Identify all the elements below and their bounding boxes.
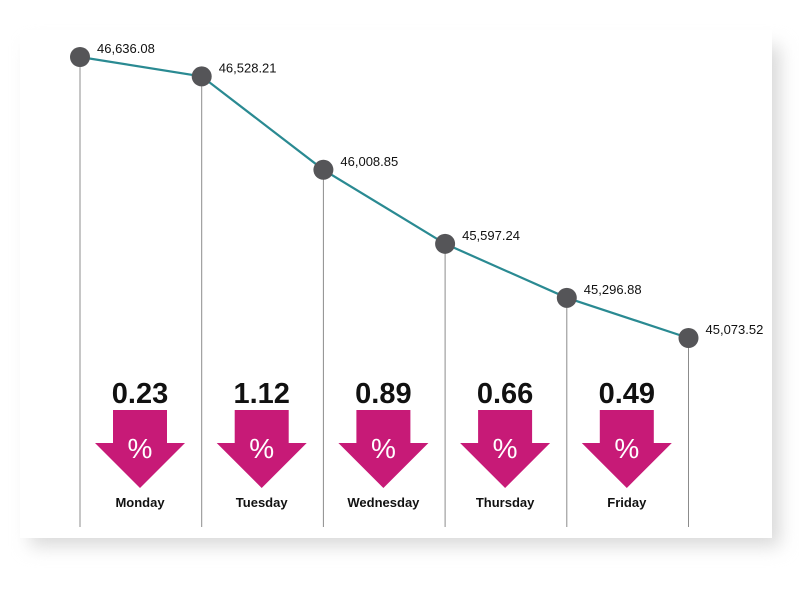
- down-arrow-icon: [338, 410, 429, 488]
- percent-sign: %: [493, 433, 518, 464]
- down-arrow-icon: [460, 410, 551, 488]
- percent-change-value: 0.49: [599, 378, 655, 410]
- data-label: 46,008.85: [340, 154, 398, 169]
- data-point: [435, 233, 456, 254]
- data-label: 45,073.52: [706, 322, 764, 337]
- percent-sign: %: [614, 433, 639, 464]
- percent-sign: %: [128, 433, 153, 464]
- percent-change-value: 0.23: [112, 378, 168, 410]
- percent-sign: %: [249, 433, 274, 464]
- data-point: [313, 159, 334, 180]
- data-label: 46,528.21: [219, 60, 277, 75]
- percent-sign: %: [371, 433, 396, 464]
- down-arrow-icon: [216, 410, 307, 488]
- series-line: [79, 55, 689, 340]
- data-label: 45,597.24: [462, 228, 520, 243]
- data-label: 46,636.08: [97, 41, 155, 56]
- data-point: [556, 287, 577, 308]
- data-point: [191, 66, 212, 87]
- x-tick-label: Monday: [115, 495, 165, 510]
- x-tick-label: Wednesday: [347, 495, 420, 510]
- down-arrow-icon: [95, 410, 185, 488]
- x-tick-label: Thursday: [476, 495, 535, 510]
- percent-change-value: 1.12: [233, 378, 289, 410]
- x-tick-label: Tuesday: [236, 495, 289, 510]
- percent-change-value: 0.89: [355, 378, 411, 410]
- line-chart: 46,636.08 46,528.21 46,008.85 45,597.24 45,2…: [70, 41, 764, 527]
- x-tick-label: Friday: [607, 495, 647, 510]
- data-point: [70, 47, 90, 67]
- chart-card: 46,636.08 46,528.21 46,008.85 45,597.24 45,2…: [20, 30, 772, 538]
- data-point: [678, 328, 699, 348]
- data-label: 45,296.88: [584, 282, 642, 297]
- percent-change-value: 0.66: [477, 378, 533, 410]
- down-arrow-icon: [581, 410, 672, 488]
